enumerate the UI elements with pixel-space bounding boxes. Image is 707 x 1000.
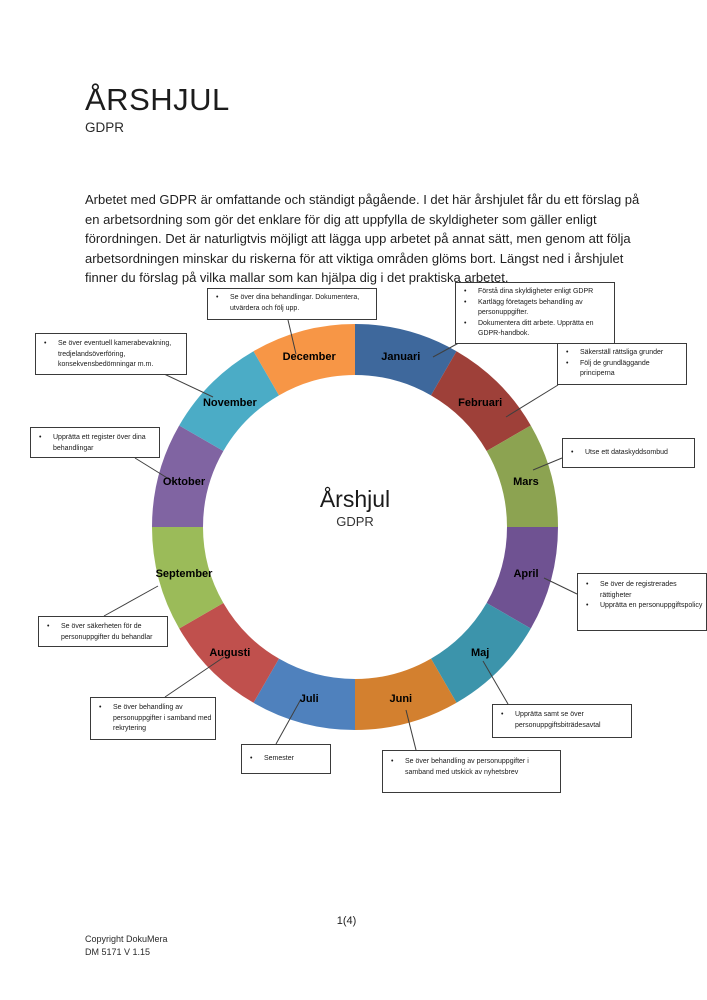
month-label-april: April	[513, 568, 538, 580]
callout-line-oktober	[134, 457, 178, 485]
callout-bullet: Säkerställ rättsliga grunder	[558, 348, 683, 359]
page-number: 1(4)	[336, 915, 357, 927]
callout-line-november	[161, 372, 214, 398]
wheel-segment-januari	[355, 324, 457, 396]
page-title: ÅRSHJUL	[85, 82, 230, 117]
wheel-center-subtitle: GDPR	[336, 514, 374, 529]
callout-maj: Upprätta samt se över personuppgiftsbitr…	[492, 704, 632, 738]
wheel-segment-september	[152, 527, 224, 629]
callout-line-augusti	[164, 656, 225, 698]
footer-copyright: Copyright DokuMera DM 5171 V 1.15	[85, 933, 168, 958]
callout-line-juli	[275, 698, 302, 745]
callout-bullet: Se över dina behandlingar. Dokumentera, …	[208, 293, 373, 314]
month-label-januari: Januari	[381, 351, 420, 363]
wheel-center-title: Årshjul	[320, 485, 390, 512]
callout-mars: Utse ett dataskyddsombud	[562, 438, 695, 468]
callout-bullet: Följ de grundläggande principerna	[558, 359, 683, 380]
wheel-segment-mars	[486, 425, 558, 527]
callout-september: Se över säkerheten för de personuppgifte…	[38, 616, 168, 647]
callout-bullet: Se över behandling av personuppgifter i …	[91, 703, 212, 735]
callout-juni: Se över behandling av personuppgifter i …	[382, 750, 561, 793]
callout-bullet: Se över eventuell kamerabevakning, tredj…	[36, 339, 183, 371]
callout-bullet: Upprätta en personuppgiftspolicy	[578, 601, 703, 612]
month-label-mars: Mars	[513, 476, 539, 488]
callout-line-juni	[405, 709, 417, 751]
callout-december: Se över dina behandlingar. Dokumentera, …	[207, 288, 377, 320]
wheel-segment-december	[253, 324, 355, 396]
wheel-segment-augusti	[179, 603, 279, 703]
intro-paragraph: Arbetet med GDPR är omfattande och ständ…	[85, 192, 640, 286]
copyright-line: Copyright DokuMera	[85, 934, 168, 944]
callout-line-mars	[532, 457, 563, 471]
callout-april: Se över de registrerades rättigheter Upp…	[577, 573, 707, 631]
callout-bullet: Upprätta samt se över personuppgiftsbitr…	[493, 710, 628, 731]
month-label-juni: Juni	[389, 693, 412, 705]
callout-bullet: Upprätta ett register över dina behandli…	[31, 433, 156, 454]
wheel-segment-maj	[431, 603, 531, 703]
callout-bullet: Kartlägg företagets behandling av person…	[456, 298, 611, 319]
page-subtitle: GDPR	[85, 119, 125, 135]
month-label-maj: Maj	[471, 647, 489, 659]
callout-bullet: Se över säkerheten för de personuppgifte…	[39, 622, 164, 643]
wheel-segment-april	[486, 527, 558, 629]
wheel-segment-november	[179, 351, 279, 451]
wheel-segment-juni	[355, 658, 457, 730]
month-label-juli: Juli	[300, 693, 319, 705]
month-label-augusti: Augusti	[209, 647, 250, 659]
callout-bullet: Se över de registrerades rättigheter	[578, 580, 703, 601]
callout-line-september	[103, 585, 159, 617]
callout-juli: Semester	[241, 744, 331, 774]
document-header: ÅRSHJUL GDPR	[85, 82, 230, 135]
callout-bullet: Dokumentera ditt arbete. Upprätta en GDP…	[456, 319, 611, 340]
callout-augusti: Se över behandling av personuppgifter i …	[90, 697, 216, 740]
callout-line-februari	[505, 384, 559, 418]
month-label-november: November	[203, 397, 258, 409]
callout-februari: Säkerställ rättsliga grunder Följ de gru…	[557, 343, 687, 385]
callout-line-maj	[482, 660, 509, 705]
month-label-februari: Februari	[458, 397, 502, 409]
wheel-segment-februari	[431, 351, 531, 451]
callout-oktober: Upprätta ett register över dina behandli…	[30, 427, 160, 458]
month-label-december: December	[283, 351, 337, 363]
wheel-segment-oktober	[152, 425, 224, 527]
callout-line-december	[287, 319, 297, 355]
callout-bullet: Förstå dina skyldigheter enligt GDPR	[456, 287, 611, 298]
callout-bullet: Utse ett dataskyddsombud	[563, 448, 691, 459]
callout-november: Se över eventuell kamerabevakning, tredj…	[35, 333, 187, 375]
callout-bullet: Se över behandling av personuppgifter i …	[383, 757, 539, 778]
month-label-oktober: Oktober	[163, 476, 206, 488]
callout-bullet: Semester	[242, 754, 327, 765]
callout-januari: Förstå dina skyldigheter enligt GDPR Kar…	[455, 282, 615, 344]
version-line: DM 5171 V 1.15	[85, 946, 151, 957]
wheel-segment-juli	[253, 658, 355, 730]
callout-line-april	[543, 577, 578, 595]
month-label-september: September	[156, 568, 214, 580]
